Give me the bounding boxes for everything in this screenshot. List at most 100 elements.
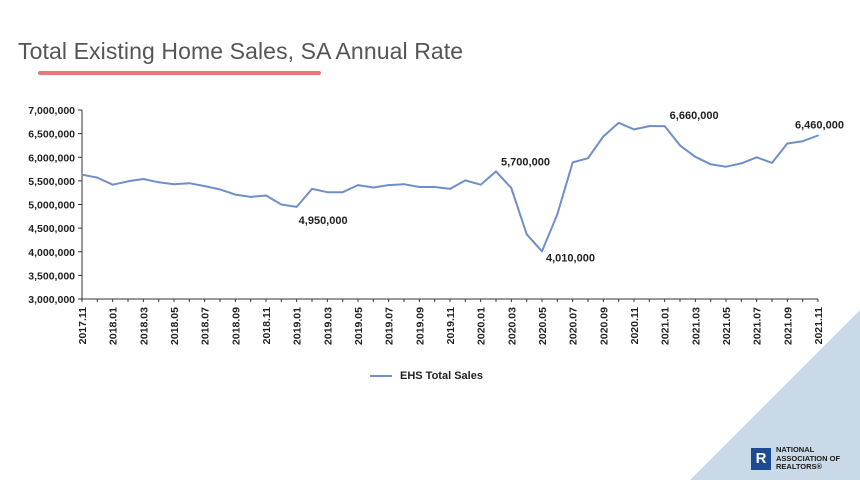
y-tick-label: 3,000,000 [28,294,75,306]
data-point [341,191,344,194]
data-point [265,194,267,197]
data-point [111,183,114,186]
data-point [633,128,635,131]
data-point [525,233,528,236]
x-tick-label: 2021.09 [782,307,794,345]
data-point [479,183,482,186]
annotation-label: 4,950,000 [299,215,348,227]
x-tick-label: 2018.09 [230,307,242,345]
data-point [157,181,160,184]
x-tick-label: 2018.11 [261,307,273,345]
annotation-label: 5,700,000 [501,156,550,168]
data-point [81,173,83,176]
data-point [648,125,651,127]
y-tick-label: 3,500,000 [28,270,75,282]
data-point [433,186,436,188]
x-tick-label: 2017.11 [77,307,89,345]
y-tick-label: 6,500,000 [28,129,75,141]
data-point [418,186,421,188]
data-point [173,183,175,186]
y-tick-label: 4,500,000 [28,223,75,235]
data-point [280,203,283,206]
x-tick-label: 2018.03 [138,307,150,345]
data-point [771,162,773,164]
y-tick-label: 4,000,000 [28,247,75,259]
data-point [541,250,543,253]
x-tick-label: 2020.01 [476,307,488,345]
y-tick-label: 7,000,000 [28,105,75,117]
x-tick-label: 2021.01 [660,307,672,345]
data-point [249,196,252,198]
nar-logo: R NATIONAL ASSOCIATION OF REALTORS® [751,445,841,472]
legend-label: EHS Total Sales [400,370,483,382]
logo-line-3: REALTORS® [776,462,823,471]
x-tick-label: 2019.11 [445,307,457,345]
y-tick-label: 5,500,000 [28,176,75,188]
data-point [725,165,727,168]
data-point [663,125,666,127]
x-tick-label: 2020.07 [568,307,580,345]
data-point [326,191,329,194]
x-tick-label: 2018.05 [169,307,181,345]
data-point [387,184,390,187]
data-point [587,157,589,160]
data-point [403,183,405,186]
data-point [709,163,712,166]
data-point [495,170,497,173]
annotation-label: 4,010,000 [546,252,595,264]
x-tick-label: 2020.05 [537,307,549,345]
x-tick-label: 2020.11 [629,307,641,345]
data-point [234,193,237,196]
x-tick-label: 2018.07 [200,307,212,345]
series-line-ehs-total-sales [81,121,819,253]
data-point [295,205,298,208]
data-point [571,161,574,164]
y-tick-label: 5,000,000 [28,200,75,212]
legend-swatch [370,375,392,377]
page-title: Total Existing Home Sales, SA Annual Rat… [18,38,464,64]
data-point [96,176,99,179]
data-point [740,162,743,165]
x-tick-label: 2021.07 [752,307,764,345]
x-tick-label: 2019.07 [384,307,396,345]
data-point [372,186,375,189]
data-point [755,156,758,159]
data-point [219,188,221,191]
data-point [602,135,605,138]
corner-decoration [690,310,860,480]
logo-text: NATIONAL ASSOCIATION OF REALTORS® [776,445,841,472]
data-point [694,155,697,158]
x-tick-label: 2021.03 [690,307,702,345]
x-tick-label: 2019.05 [353,307,365,345]
logo-line-1: NATIONAL [776,445,815,454]
realtor-r-icon: R [751,447,771,470]
x-tick-label: 2019.01 [292,307,304,345]
annotation-label: 6,460,000 [795,120,844,132]
x-tick-label: 2020.03 [506,307,518,345]
data-point [142,178,145,180]
data-point [357,184,359,187]
y-tick-label: 6,000,000 [28,152,75,164]
x-tick-label: 2021.11 [813,307,825,345]
data-point [801,140,804,143]
x-tick-label: 2019.09 [414,307,426,345]
data-point [311,188,313,190]
data-point [786,142,789,145]
x-tick-label: 2020.09 [598,307,610,345]
data-point [203,185,206,187]
title-underline [38,71,321,75]
data-point [188,182,191,185]
x-tick-label: 2019.03 [322,307,334,345]
data-point [449,188,451,190]
logo-line-2: ASSOCIATION OF [776,453,841,463]
data-point [464,179,467,182]
data-point [617,121,620,124]
data-point [127,180,129,183]
data-point [817,134,819,137]
x-tick-label: 2021.05 [721,307,733,345]
annotation-label: 6,660,000 [670,110,719,122]
data-point [510,187,513,189]
chart-legend: EHS Total Sales [370,370,483,382]
data-point [556,213,559,216]
